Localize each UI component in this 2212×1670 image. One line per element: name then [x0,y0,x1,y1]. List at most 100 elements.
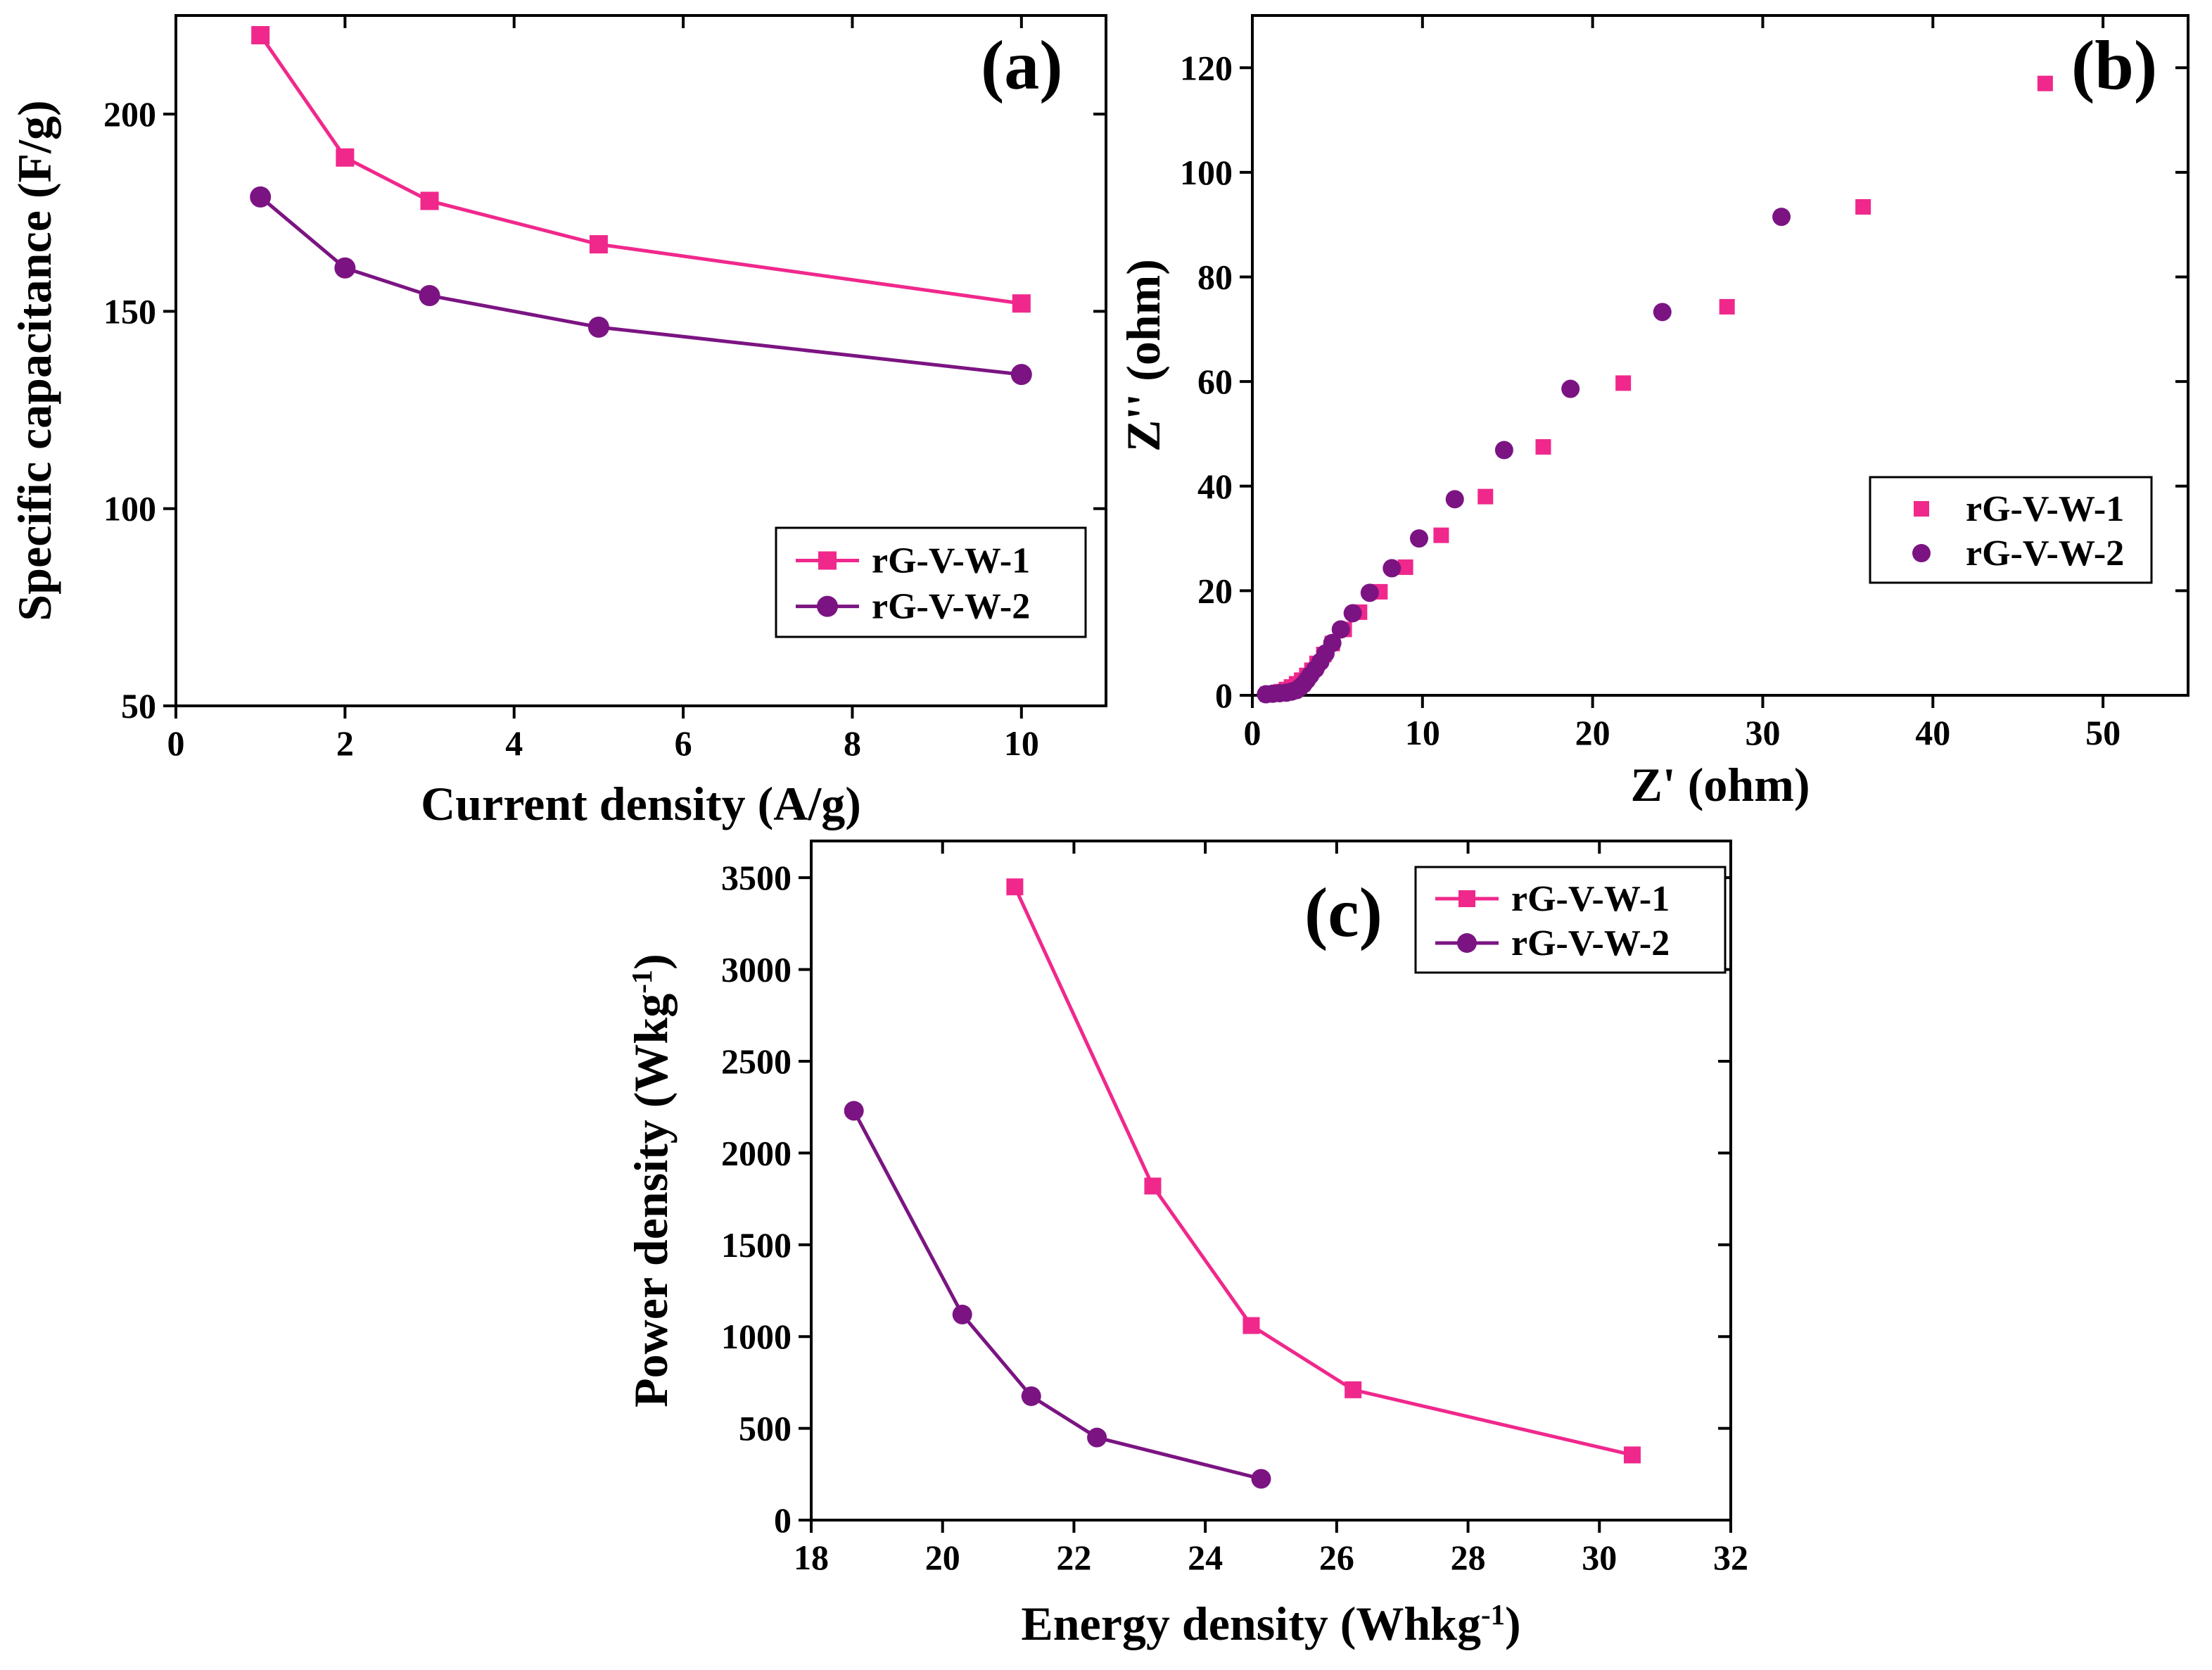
x-tick-label-a: 8 [844,723,861,763]
y-tick-label-c: 2500 [721,1042,792,1081]
y-tick-label-b: 100 [1180,153,1233,192]
data-point-c-s1 [1144,1177,1162,1195]
x-tick-label-c: 26 [1319,1538,1354,1577]
data-point-b-s2 [1772,208,1791,227]
legend-b: rG-V-W-1rG-V-W-2 [1869,476,2153,584]
legend-marker-b-1 [1914,501,1929,517]
data-point-a-s1 [589,235,608,254]
chart-panel-b: (b) 0 10 20 30 40 50 0 20 40 60 80 100 120 Z' (ohm) Z'… [1117,14,2189,811]
data-point-b-s2 [1653,303,1672,322]
legend-label-b-2: rG-V-W-2 [1966,533,2124,574]
x-tick-label-b: 20 [1575,713,1610,752]
x-tick-label-c: 24 [1188,1538,1223,1577]
y-tick-label-a: 100 [103,489,156,529]
series-line-a-1 [259,34,1022,305]
x-tick-label-c: 22 [1056,1538,1091,1577]
y-tick-label-a: 200 [103,94,156,134]
data-point-b-s2 [1343,604,1362,623]
legend-label-a-2: rG-V-W-2 [872,587,1030,627]
y-tick-label-b: 40 [1197,467,1233,506]
legend-marker-b-2 [1912,544,1931,562]
legend-box-a [775,526,1087,638]
legend-a: rG-V-W-1 rG-V-W-2 [775,526,1087,638]
data-point-a-s1 [1012,294,1031,313]
legend-box-b [1869,476,2153,584]
data-point-b-s1 [1397,559,1413,575]
x-axis-title-b: Z' (ohm) [1631,758,1810,811]
data-point-b-s2 [1382,559,1401,578]
data-point-b-s1 [1535,439,1551,455]
legend-c: rG-V-W-1rG-V-W-2 [1414,866,1727,974]
data-point-c-s1 [1345,1381,1362,1398]
y-tick-label-c: 0 [774,1500,792,1540]
data-point-a-s2 [419,285,440,307]
y-tick-label-b: 120 [1180,48,1233,87]
legend-label-c-2: rG-V-W-2 [1511,923,1670,963]
x-tick-label-c: 20 [925,1538,960,1577]
data-point-a-s2 [334,257,356,279]
x-tick-label-a: 10 [1004,723,1039,763]
x-tick-label-a: 0 [167,723,185,763]
x-tick-label-a: 6 [675,723,692,763]
data-point-a-s1 [420,191,439,210]
panel-a-label: (a) [981,26,1063,104]
legend-label-a-1: rG-V-W-1 [872,541,1030,581]
data-point-b-s2 [1360,583,1379,602]
data-point-b-s2 [1409,529,1428,548]
y-tick-label-a: 50 [121,686,156,726]
data-point-a-s1 [251,26,270,45]
data-point-b-s1 [1855,198,1871,215]
data-point-c-s2 [1251,1469,1271,1489]
y-tick-label-b: 0 [1215,676,1233,715]
data-point-c-s1 [1242,1317,1260,1334]
data-point-a-s2 [587,316,609,338]
data-point-c-s1 [1623,1446,1641,1464]
data-point-c-s2 [1087,1427,1107,1448]
y-tick-label-b: 20 [1197,571,1233,610]
x-tick-label-c: 28 [1451,1538,1486,1577]
y-tick-label-a: 150 [103,291,156,331]
y-axis-title-a: Specific capacitance (F/g) [8,100,61,621]
legend-marker-a-1 [818,551,837,570]
data-point-c-s2 [1021,1386,1041,1406]
data-point-b-s2 [1561,379,1580,398]
x-tick-label-c: 30 [1582,1538,1617,1577]
y-axis-title-c: Power density (Wkg-1) [624,954,678,1408]
data-point-b-s1 [1477,488,1494,505]
y-axis-title-b: Z'' (ohm) [1117,259,1170,452]
data-point-c-s2 [844,1101,864,1121]
legend-marker-c-2 [1457,933,1477,953]
x-tick-label-a: 2 [336,723,354,763]
plot-frame-b [1251,14,2189,697]
panel-c-label: (c) [1304,873,1382,951]
x-tick-label-b: 0 [1244,713,1261,752]
data-point-b-s1 [2037,75,2053,91]
plot-frame-a [174,14,1107,707]
y-tick-label-c: 1500 [721,1225,792,1265]
legend-marker-a-2 [817,595,838,617]
legend-label-c-1: rG-V-W-1 [1511,879,1670,919]
legend-label-b-1: rG-V-W-1 [1966,489,2124,529]
data-point-a-s1 [336,148,355,167]
y-tick-label-c: 3500 [721,858,792,897]
x-axis-title-c: Energy density (Whkg-1) [1021,1597,1520,1650]
y-tick-label-b: 80 [1197,258,1233,297]
chart-panel-a: (a) 0 2 4 6 8 10 50 100 150 200 Current density (A… [8,14,1107,830]
data-point-b-s2 [1445,490,1464,509]
plot-frame-c [810,840,1732,1522]
x-tick-label-b: 50 [2085,713,2121,752]
x-tick-label-b: 40 [1915,713,1950,752]
data-point-a-s2 [250,186,272,208]
y-tick-label-c: 3000 [721,950,792,989]
series-line-c-2 [852,1110,1262,1481]
data-point-b-s1 [1433,527,1449,543]
data-point-b-s2 [1331,620,1350,639]
y-tick-label-b: 60 [1197,362,1233,401]
x-tick-label-b: 10 [1405,713,1440,752]
data-point-b-s2 [1494,441,1513,460]
data-point-b-s1 [1615,375,1632,391]
x-tick-label-a: 4 [505,723,523,763]
x-axis-title-a: Current density (A/g) [421,777,861,830]
data-point-b-s2 [1323,633,1342,652]
